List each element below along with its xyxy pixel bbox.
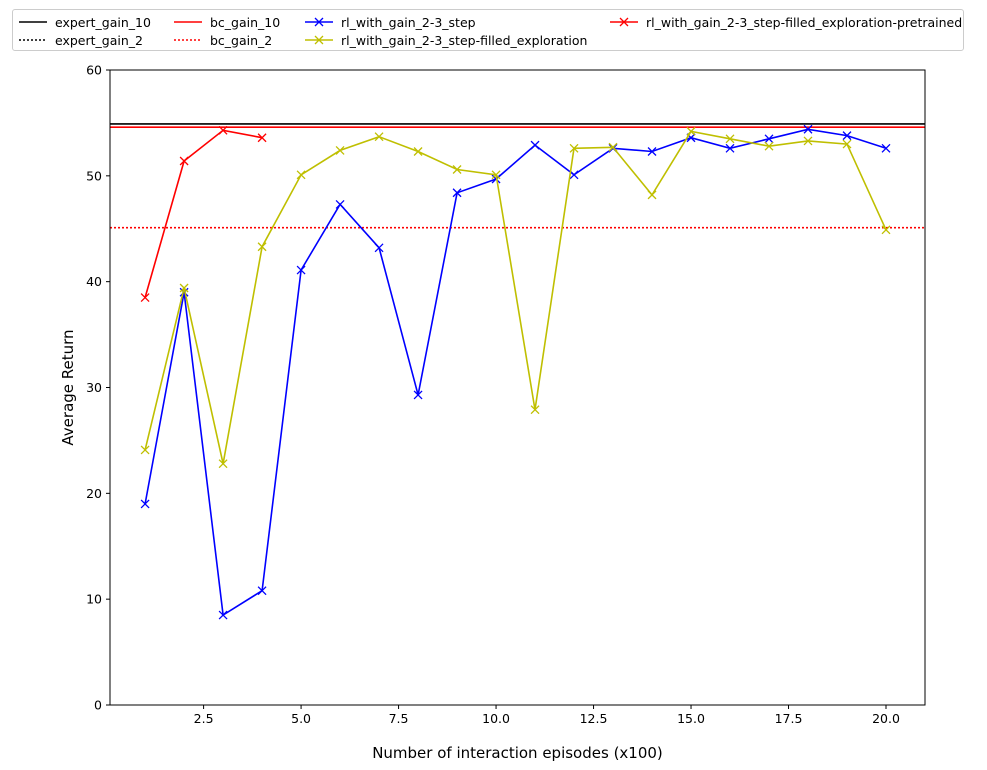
x-tick-label: 12.5 <box>580 711 608 726</box>
series-point-1 <box>569 143 579 153</box>
legend-swatch-icon <box>19 39 47 41</box>
series-point-1 <box>296 170 306 180</box>
x-tick-label: 10.0 <box>482 711 510 726</box>
y-tick-label: 30 <box>86 380 102 395</box>
x-tick-label: 7.5 <box>389 711 409 726</box>
y-axis-label: Average Return <box>59 329 77 445</box>
x-tick-label: 5.0 <box>291 711 311 726</box>
series-point-1 <box>257 242 267 252</box>
legend-swatch-icon <box>174 39 202 41</box>
series-point-2 <box>218 125 228 135</box>
series-point-1 <box>374 132 384 142</box>
series-point-0 <box>647 147 657 156</box>
series-point-1 <box>140 445 150 455</box>
y-tick-label: 0 <box>94 698 102 713</box>
series-point-1 <box>179 283 189 293</box>
y-tick-label: 10 <box>86 592 102 607</box>
legend: expert_gain_10 expert_gain_2 bc_gain_10 … <box>12 9 964 51</box>
legend-swatch-icon <box>305 35 333 45</box>
legend-item-bc-gain-2: bc_gain_2 <box>174 31 272 49</box>
series-point-0 <box>335 199 345 209</box>
series-point-0 <box>296 265 306 275</box>
y-tick-label: 60 <box>86 63 102 78</box>
legend-label: rl_with_gain_2-3_step <box>341 14 476 30</box>
series-point-0 <box>530 140 540 150</box>
series-point-1 <box>335 145 345 155</box>
series-point-1 <box>608 142 618 152</box>
series-point-0 <box>881 143 891 153</box>
x-tick-label: 20.0 <box>872 711 900 726</box>
series-point-1 <box>491 170 501 180</box>
legend-label: rl_with_gain_2-3_step-filled_exploration… <box>646 14 963 30</box>
series-point-0 <box>452 188 462 198</box>
series-point-2 <box>179 156 189 166</box>
x-axis-label: Number of interaction episodes (x100) <box>372 744 663 762</box>
series-point-0 <box>569 170 579 180</box>
series-point-0 <box>179 287 189 297</box>
series-point-0 <box>218 610 228 620</box>
series-point-1 <box>647 190 657 200</box>
legend-label: expert_gain_2 <box>55 32 143 48</box>
x-tick-label: 17.5 <box>775 711 803 726</box>
legend-swatch-icon <box>19 21 47 23</box>
series-point-0 <box>140 499 150 509</box>
legend-swatch-icon <box>610 17 638 27</box>
series-point-0 <box>257 586 267 596</box>
series-point-0 <box>725 143 735 153</box>
series-point-1 <box>764 141 774 151</box>
series-point-1 <box>725 134 735 144</box>
legend-item-rl-pretrained: rl_with_gain_2-3_step-filled_exploration… <box>610 13 962 31</box>
legend-item-rl-step: rl_with_gain_2-3_step <box>305 13 476 31</box>
series-point-1 <box>452 165 462 174</box>
legend-label: rl_with_gain_2-3_step-filled_exploration <box>341 32 588 48</box>
series-point-0 <box>803 124 813 134</box>
series-point-1 <box>686 126 696 136</box>
series-point-2 <box>140 293 150 303</box>
legend-label: bc_gain_2 <box>210 32 273 48</box>
series-point-1 <box>218 459 228 469</box>
legend-label: expert_gain_10 <box>55 14 151 30</box>
x-tick-label: 2.5 <box>194 711 214 726</box>
plot-marks <box>110 123 925 620</box>
x-tick-label: 15.0 <box>677 711 705 726</box>
series-point-1 <box>881 225 891 235</box>
series-point-1 <box>413 147 423 156</box>
series-point-0 <box>764 134 774 144</box>
legend-swatch-icon <box>174 21 202 23</box>
y-tick-label: 40 <box>86 274 102 289</box>
legend-item-expert-gain-2: expert_gain_2 <box>19 31 143 49</box>
series-point-1 <box>803 136 813 146</box>
y-tick-label: 50 <box>86 168 102 183</box>
legend-item-bc-gain-10: bc_gain_10 <box>174 13 280 31</box>
axes: 2.5 5.0 7.5 10.0 12.5 15.0 17.5 20.0 0 10 20 30 40 50… <box>86 63 900 727</box>
legend-label: bc_gain_10 <box>210 14 281 30</box>
series-point-0 <box>413 390 423 400</box>
legend-swatch-icon <box>305 17 333 27</box>
series-line-0 <box>144 128 887 617</box>
series-point-1 <box>530 405 540 415</box>
legend-item-expert-gain-10: expert_gain_10 <box>19 13 151 31</box>
series-point-1 <box>842 139 852 149</box>
series-point-0 <box>842 131 852 141</box>
series-point-2 <box>257 133 267 143</box>
series-line-1 <box>144 130 887 464</box>
series-point-0 <box>374 243 384 253</box>
series-line-2 <box>144 129 263 298</box>
y-tick-label: 20 <box>86 486 102 501</box>
legend-item-rl-filled: rl_with_gain_2-3_step-filled_exploration <box>305 31 587 49</box>
